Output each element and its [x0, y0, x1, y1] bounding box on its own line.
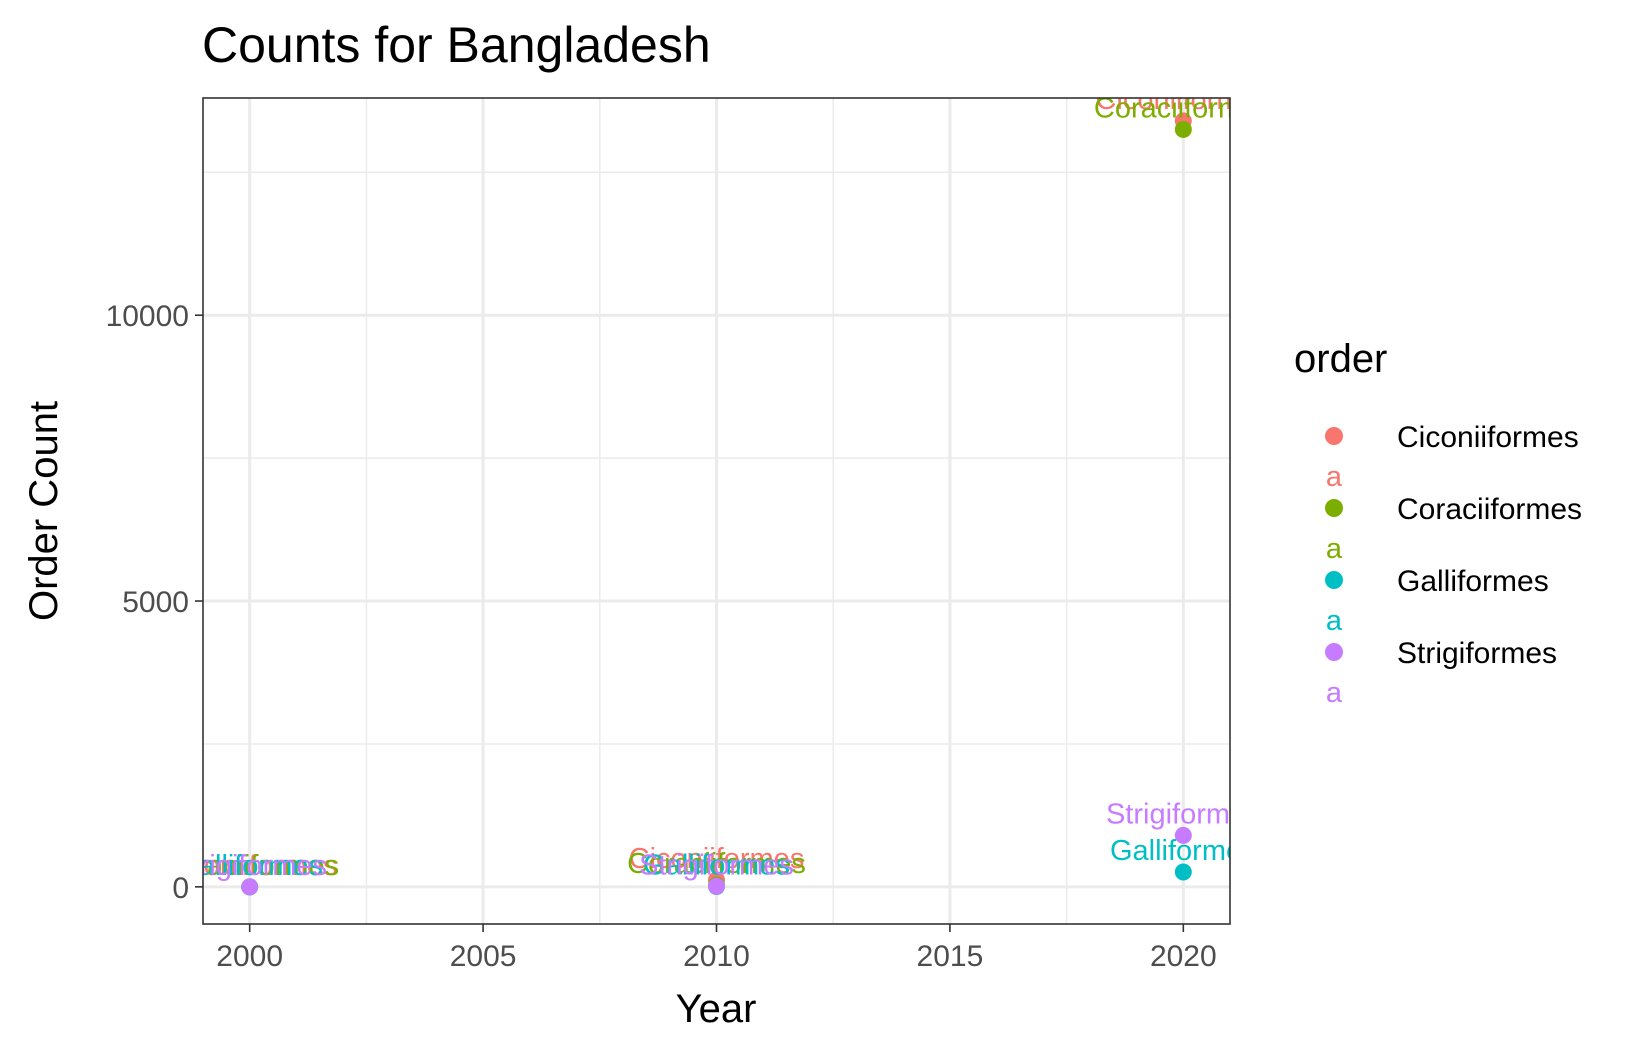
- legend-key-glyph: a: [1326, 461, 1343, 493]
- data-label: Galliformes: [1110, 835, 1257, 867]
- data-label: Coraciiformes: [627, 848, 806, 880]
- x-tick-label: 2010: [683, 940, 750, 973]
- data-point: [708, 877, 725, 895]
- legend-label: Strigiformes: [1397, 637, 1557, 670]
- legend-label: Galliformes: [1397, 565, 1549, 598]
- legend-key-point: [1325, 499, 1343, 517]
- grid-lines: [203, 98, 1230, 924]
- data-point: [241, 878, 259, 896]
- data-label: Coraciiformes: [1094, 92, 1273, 124]
- legend-key-point: [1325, 427, 1343, 445]
- legend: order a Ciconiiformes a Coraciiformes a Galli…: [1294, 337, 1582, 709]
- legend-key-point: [1325, 643, 1343, 661]
- data-label: Ciconiiformes: [162, 850, 338, 882]
- y-tick-label: 5000: [122, 586, 189, 619]
- x-tick-label: 2015: [917, 940, 984, 973]
- data-label: Strigiformes: [1106, 798, 1261, 830]
- data-labels: CiconiiformesCoraciiformesGalliformesStr…: [160, 84, 1273, 882]
- data-point: [1174, 120, 1192, 138]
- x-tick-label: 2000: [216, 940, 283, 973]
- y-axis: 0 5000 10000: [106, 300, 203, 905]
- x-axis: 2000 2005 2010 2015 2020: [216, 924, 1217, 973]
- chart-title: Counts for Bangladesh: [202, 17, 711, 73]
- data-point: [1174, 863, 1192, 881]
- data-label: Strigiformes: [639, 849, 794, 881]
- data-label: Coraciiformes: [160, 850, 339, 882]
- y-tick-label: 10000: [106, 300, 189, 333]
- y-tick-label: 0: [172, 872, 189, 905]
- legend-title: order: [1294, 337, 1387, 381]
- legend-key-glyph: a: [1326, 533, 1343, 565]
- legend-label: Coraciiformes: [1397, 493, 1582, 526]
- legend-key-glyph: a: [1326, 677, 1343, 709]
- y-axis-title: Order Count: [22, 401, 66, 621]
- data-label: Ciconiiformes: [629, 843, 805, 875]
- x-tick-label: 2005: [450, 940, 517, 973]
- data-point: [1174, 826, 1192, 844]
- data-points: [241, 112, 1192, 896]
- data-label: Galliformes: [643, 850, 790, 882]
- legend-key-glyph: a: [1326, 605, 1343, 637]
- x-axis-title: Year: [676, 987, 757, 1031]
- legend-label: Ciconiiformes: [1397, 421, 1579, 454]
- data-label: Ciconiiformes: [1095, 84, 1271, 116]
- legend-key-point: [1325, 571, 1343, 589]
- data-label: Galliformes: [176, 850, 323, 882]
- data-label: Strigiformes: [172, 850, 327, 882]
- x-tick-label: 2020: [1150, 940, 1217, 973]
